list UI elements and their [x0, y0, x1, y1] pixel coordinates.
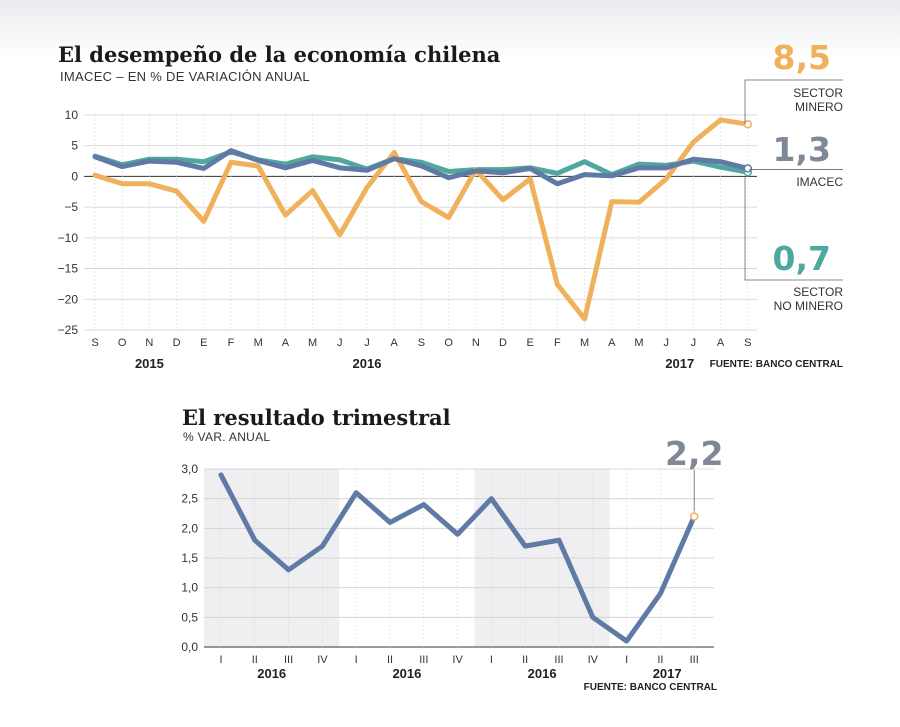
q-x-tick-label-0: I: [219, 654, 222, 666]
x-tick-label-15: D: [499, 337, 507, 349]
callout-label-nominero-0: SECTOR: [793, 285, 843, 299]
y-tick-label-3: −5: [64, 200, 78, 214]
x-tick-label-20: M: [634, 337, 643, 349]
q-y-tick-label-3: 1,5: [181, 551, 198, 565]
q-x-tick-label-7: IV: [452, 654, 463, 666]
q-x-tick-label-5: II: [387, 654, 393, 666]
chart1-title: El desempeño de la economía chilena: [58, 42, 501, 67]
x-tick-label-3: D: [173, 337, 181, 349]
q-series-end-marker: [689, 512, 699, 521]
x-tick-label-17: F: [554, 337, 561, 349]
q-series-line: [218, 472, 697, 644]
x-tick-label-22: J: [691, 337, 697, 349]
q-x-tick-label-11: IV: [588, 654, 599, 666]
x-tick-label-10: J: [364, 337, 370, 349]
callout-label-minero-1: MINERO: [795, 100, 843, 114]
x-tick-label-1: O: [118, 337, 127, 349]
x-tick-label-0: S: [91, 337, 98, 349]
x-tick-label-13: O: [444, 337, 453, 349]
q-x-tick-label-10: III: [554, 654, 563, 666]
callout-value-minero: 8,5: [773, 38, 831, 77]
callout-label-minero-0: SECTOR: [793, 86, 843, 100]
year-label-2: 2017: [665, 356, 694, 371]
q-callout-value: 2,2: [665, 434, 723, 473]
q-x-tick-label-2: III: [284, 654, 293, 666]
callout-line-minero: [744, 79, 843, 125]
q-x-tick-label-6: III: [419, 654, 428, 666]
q-year-label-0: 2016: [257, 666, 286, 681]
q-x-tick-label-13: II: [657, 654, 663, 666]
y-tick-label-7: −25: [58, 323, 79, 337]
q-x-tick-label-8: I: [490, 654, 493, 666]
series-end-marker-2: [743, 164, 753, 173]
chart2-subtitle: % VAR. ANUAL: [183, 430, 271, 444]
q-y-tick-label-5: 0,5: [181, 610, 198, 624]
q-x-tick-label-9: II: [522, 654, 528, 666]
x-tick-label-4: E: [200, 337, 207, 349]
x-tick-label-5: F: [228, 337, 235, 349]
x-tick-label-24: S: [744, 337, 751, 349]
y-tick-label-4: −10: [58, 231, 79, 245]
q-x-tick-label-12: I: [625, 654, 628, 666]
year-label-0: 2015: [135, 356, 164, 371]
x-tick-label-9: J: [337, 337, 343, 349]
q-y-tick-label-2: 2,0: [181, 521, 198, 535]
chart1-subtitle: IMACEC – EN % DE VARIACIÓN ANUAL: [60, 69, 310, 84]
x-tick-label-11: A: [391, 337, 399, 349]
y-tick-label-1: 5: [71, 139, 78, 153]
y-tick-label-5: −15: [58, 262, 79, 276]
x-tick-label-8: M: [308, 337, 317, 349]
x-tick-label-14: N: [472, 337, 480, 349]
q-x-tick-label-3: IV: [317, 654, 328, 666]
x-tick-label-2: N: [145, 337, 153, 349]
x-tick-label-23: A: [717, 337, 725, 349]
callout-value-imacec: 1,3: [773, 130, 831, 169]
x-tick-label-19: A: [608, 337, 616, 349]
q-year-label-2: 2016: [528, 666, 557, 681]
callout-label-nominero-1: NO MINERO: [774, 299, 843, 313]
x-tick-label-18: M: [580, 337, 589, 349]
q-y-tick-label-1: 2,5: [181, 492, 198, 506]
q-year-label-3: 2017: [653, 666, 682, 681]
year-label-1: 2016: [353, 356, 382, 371]
x-tick-label-12: S: [418, 337, 425, 349]
q-x-tick-label-14: III: [690, 654, 699, 666]
callout-line-nominero: [744, 177, 843, 281]
y-tick-label-0: 10: [65, 108, 79, 122]
series-line-0: [92, 149, 751, 178]
x-tick-label-16: E: [527, 337, 534, 349]
series-end-marker-1: [743, 119, 753, 129]
series-line-1: [92, 117, 751, 322]
x-tick-label-7: A: [282, 337, 290, 349]
q-y-tick-label-4: 1,0: [181, 581, 198, 595]
q-year-label-1: 2016: [392, 666, 421, 681]
series-line-2: [92, 148, 751, 187]
x-tick-label-6: M: [254, 337, 263, 349]
q-x-tick-label-4: I: [355, 654, 358, 666]
callout-value-nominero: 0,7: [773, 239, 831, 278]
q-y-tick-label-6: 0,0: [181, 640, 198, 654]
chart2-title: El resultado trimestral: [182, 405, 451, 430]
callout-label-imacec-0: IMACEC: [796, 175, 843, 189]
chart1-source: FUENTE: BANCO CENTRAL: [710, 359, 843, 370]
y-tick-label-2: 0: [71, 169, 78, 183]
x-tick-label-21: J: [663, 337, 669, 349]
monthly-line-chart: 10 5 0 −5 −10 −15 −20 −25 S O N D E F M A M J J A S O N D E F M A M J…: [58, 38, 844, 371]
y-tick-label-6: −20: [58, 292, 79, 306]
q-y-tick-label-0: 3,0: [181, 462, 198, 476]
q-x-tick-label-1: II: [252, 654, 258, 666]
chart2-source: FUENTE: BANCO CENTRAL: [584, 682, 717, 693]
